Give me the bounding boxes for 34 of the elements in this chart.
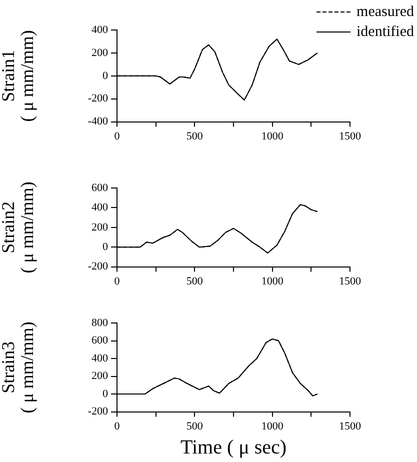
y-tick-label: 600 xyxy=(92,334,108,347)
legend-label: identified xyxy=(356,24,414,40)
y-tick-label: 800 xyxy=(92,316,108,329)
x-tick-label: 1500 xyxy=(339,275,362,288)
y-axis-title: Strain1 ( μ mm/mm) xyxy=(0,30,38,122)
y-tick-label: -400 xyxy=(88,116,108,128)
legend-label: measured xyxy=(356,4,414,20)
x-tick-label: 500 xyxy=(186,275,204,288)
y-tick-label: 200 xyxy=(92,221,108,234)
x-tick-label: 0 xyxy=(114,130,120,142)
x-tick-label: 1000 xyxy=(261,130,284,142)
y-axis-title: Strain3 ( μ mm/mm) xyxy=(0,322,38,414)
x-tick-label: 1500 xyxy=(339,130,362,142)
y-tick-label: -200 xyxy=(88,406,108,418)
y-axis-title: Strain2 ( μ mm/mm) xyxy=(0,182,38,274)
x-tick-label: 500 xyxy=(186,130,204,142)
y-tick-label: 600 xyxy=(92,182,108,194)
x-tick-label: 1000 xyxy=(261,420,284,432)
y-tick-label: 0 xyxy=(102,70,108,82)
x-tick-label: 1500 xyxy=(339,420,362,432)
x-axis-title: Time ( μ sec) xyxy=(180,436,287,458)
y-tick-label: 400 xyxy=(92,202,108,214)
y-tick-label: 0 xyxy=(102,388,108,400)
x-tick-label: 1000 xyxy=(261,275,284,288)
x-tick-label: 500 xyxy=(186,420,204,432)
y-tick-label: 400 xyxy=(92,352,108,364)
y-tick-label: 0 xyxy=(102,240,108,253)
x-tick-label: 0 xyxy=(114,420,120,432)
x-tick-label: 0 xyxy=(114,275,120,288)
y-tick-label: 400 xyxy=(92,24,108,36)
y-tick-label: 200 xyxy=(92,370,108,382)
y-tick-label: -200 xyxy=(88,92,108,105)
y-tick-label: -200 xyxy=(88,260,108,273)
y-tick-label: 200 xyxy=(92,46,108,59)
